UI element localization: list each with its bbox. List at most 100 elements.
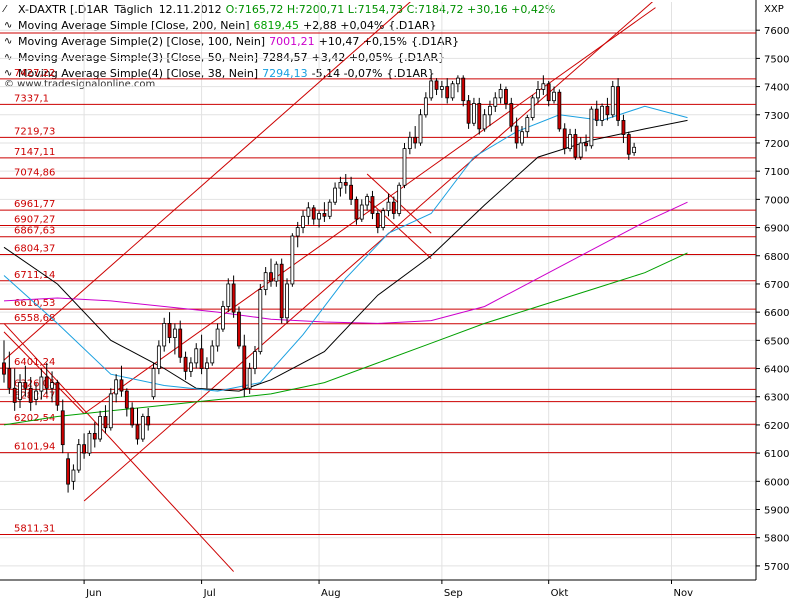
candle-body	[82, 444, 86, 454]
chart-legend: ⁄ X-DAXTR [.D1AR Täglich 12.11.2012 O:71…	[4, 2, 555, 82]
currency-label: XXP	[764, 4, 784, 15]
y-tick-label: 7400	[764, 83, 789, 94]
level-label: 6711,14	[14, 270, 55, 281]
candle-body	[584, 142, 588, 147]
trend-line	[366, 198, 432, 259]
candle-body	[423, 97, 428, 116]
candle-body	[541, 83, 546, 90]
candle-body	[418, 114, 423, 144]
candle-body	[477, 103, 482, 130]
candle-body	[140, 416, 145, 440]
candle-body	[509, 103, 514, 127]
level-label: 6202,54	[14, 413, 55, 424]
candle-body	[317, 213, 321, 220]
candle-body	[552, 91, 556, 102]
candle-body	[215, 328, 220, 347]
candle-body	[461, 77, 466, 102]
candle-body	[621, 120, 626, 135]
candle-body	[119, 379, 124, 392]
level-label: 6326,05	[14, 378, 55, 389]
indicator-icon: ∿	[4, 52, 13, 63]
candle-body	[610, 86, 615, 116]
candle-body	[455, 77, 460, 85]
candle-body	[221, 306, 225, 330]
y-tick-label: 5800	[764, 534, 789, 545]
candle-body	[546, 83, 551, 102]
trend-line	[3, 2, 411, 361]
candle-body	[514, 125, 519, 144]
indicator-icon: ∿	[4, 20, 13, 31]
ma-line	[3, 252, 688, 426]
candle-body	[301, 215, 305, 228]
candle-body	[439, 86, 444, 90]
candle-body	[253, 351, 257, 369]
legend-change: -5,14 -0,07%	[311, 67, 383, 80]
watermark: © www.tradesignalonline.com	[4, 79, 156, 90]
candle-body	[34, 390, 38, 400]
period-label: Täglich	[114, 3, 153, 16]
candle-body	[504, 89, 508, 104]
candle-body	[605, 105, 610, 116]
candle-body	[429, 80, 434, 99]
candle-body	[472, 103, 476, 124]
candle-body	[108, 393, 113, 429]
candle-body	[370, 196, 375, 214]
candle-body	[146, 416, 151, 426]
candle-body	[76, 444, 81, 471]
legend-change: +10,47 +0,15%	[318, 35, 407, 48]
candle-body	[445, 86, 450, 99]
candle-body	[162, 323, 167, 347]
level-label: 6907,27	[14, 215, 55, 226]
candle-body	[626, 134, 631, 155]
y-tick-label: 7600	[764, 26, 789, 37]
y-tick-label: 7500	[764, 54, 789, 65]
candle-body	[285, 283, 289, 319]
candle-body	[359, 204, 364, 220]
y-tick-label: 7000	[764, 195, 789, 206]
y-tick-label: 7200	[764, 139, 789, 150]
candle-body	[66, 458, 70, 485]
candle-body	[397, 184, 402, 214]
y-tick-label: 5700	[764, 562, 789, 573]
legend-value: 7294,13	[262, 67, 308, 80]
candle-body	[87, 432, 92, 454]
candle-body	[562, 128, 567, 150]
legend-suffix: {.D1AR}	[386, 67, 435, 80]
candle-body	[525, 117, 530, 133]
candle-body	[194, 348, 199, 364]
candle-body	[365, 196, 370, 206]
level-label: 6101,94	[14, 442, 55, 453]
candle-body	[600, 105, 604, 121]
candle-body	[28, 387, 33, 403]
candle-body	[39, 376, 44, 392]
candle-body	[589, 108, 594, 147]
chart-type-icon: ⁄	[4, 4, 6, 15]
candle-body	[55, 382, 60, 406]
x-tick-label: Okt	[551, 588, 569, 599]
candle-body	[183, 356, 188, 372]
legend-suffix: {.D1AR}	[396, 51, 446, 64]
candle-body	[295, 227, 300, 237]
y-tick-label: 7100	[764, 167, 789, 178]
candle-body	[237, 311, 241, 347]
candle-body	[44, 376, 49, 389]
candle-body	[327, 201, 332, 217]
candle-body	[98, 416, 103, 440]
candle-body	[488, 105, 492, 116]
y-tick-label: 7300	[764, 111, 789, 122]
candle-body	[311, 207, 316, 220]
candle-body	[520, 131, 524, 144]
legend-entry: ∿ Moving Average Simple(2) [Close, 100, N…	[4, 34, 555, 50]
trend-line	[3, 331, 85, 414]
legend-label: Moving Average Simple(2) [Close, 100, Ne…	[18, 35, 266, 48]
legend-entry: ∿ Moving Average Simple [Close, 200, Nein…	[4, 18, 555, 34]
candle-body	[530, 97, 535, 118]
level-label: 7427,22	[14, 68, 55, 79]
y-tick-label: 6200	[764, 421, 789, 432]
candle-body	[172, 328, 177, 338]
candle-body	[258, 289, 263, 353]
chart-header: ⁄ X-DAXTR [.D1AR Täglich 12.11.2012 O:71…	[4, 2, 555, 18]
candle-body	[18, 382, 22, 400]
candle-body	[413, 136, 418, 144]
